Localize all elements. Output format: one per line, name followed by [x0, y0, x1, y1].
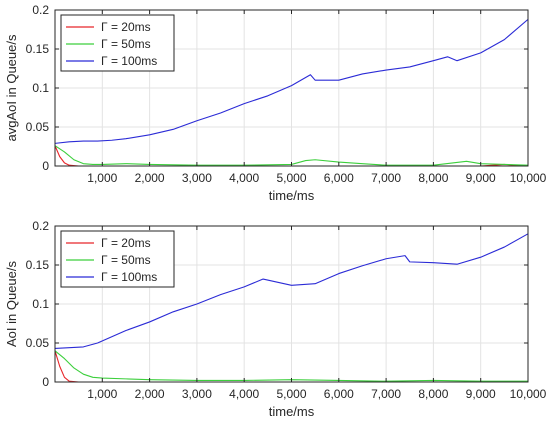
legend: Γ = 20ms Γ = 50ms Γ = 100ms: [60, 14, 175, 72]
y-tick-label: 0.05: [26, 120, 50, 134]
y-tick-label: 0: [42, 159, 49, 173]
series-line-3: [54, 18, 529, 144]
x-tick-label: 10,000: [510, 171, 547, 185]
y-axis-label: avgAoI in Queue/s: [4, 34, 19, 141]
x-tick-label: 7,000: [371, 171, 401, 185]
x-tick-label: 3,000: [182, 171, 212, 185]
x-tick-label: 5,000: [276, 171, 306, 185]
y-tick-label: 0: [42, 375, 49, 389]
x-tick-label: 8,000: [418, 171, 448, 185]
legend-label-1: Γ = 20ms: [101, 236, 151, 250]
legend: Γ = 20ms Γ = 50ms Γ = 100ms: [60, 230, 175, 288]
legend-box: [60, 14, 175, 72]
x-tick-label: 9,000: [466, 387, 496, 401]
x-tick-label: 2,000: [135, 387, 165, 401]
x-tick-label: 7,000: [371, 387, 401, 401]
chart-panel-1: 1,000 2,000 3,000 4,000 5,000 6,000 7,000 8,000…: [4, 3, 547, 203]
legend-label-3: Γ = 100ms: [101, 54, 157, 68]
legend-label-2: Γ = 50ms: [101, 253, 151, 267]
x-tick-label: 5,000: [276, 387, 306, 401]
legend-label-3: Γ = 100ms: [101, 270, 157, 284]
y-tick-label: 0.2: [32, 219, 49, 233]
y-tick-label: 0.05: [26, 336, 50, 350]
x-tick-label: 6,000: [324, 387, 354, 401]
x-tick-label: 4,000: [229, 387, 259, 401]
x-tick-label: 2,000: [135, 171, 165, 185]
y-tick-label: 0.15: [26, 258, 50, 272]
x-tick-label: 3,000: [182, 387, 212, 401]
x-axis-label: time/ms: [269, 188, 315, 203]
series-line-3: [54, 233, 529, 350]
y-tick-label: 0.1: [32, 81, 49, 95]
legend-box: [60, 230, 175, 288]
y-tick-label: 0.15: [26, 42, 50, 56]
y-tick-label: 0.2: [32, 3, 49, 17]
x-tick-label: 6,000: [324, 171, 354, 185]
series-line-2: [54, 145, 529, 166]
x-tick-label: 10,000: [510, 387, 547, 401]
x-tick-label: 4,000: [229, 171, 259, 185]
legend-label-2: Γ = 50ms: [101, 37, 151, 51]
x-tick-label: 8,000: [418, 387, 448, 401]
series-line-2: [54, 350, 528, 382]
y-tick-label: 0.1: [32, 297, 49, 311]
x-axis-label: time/ms: [269, 404, 315, 419]
x-tick-label: 1,000: [87, 171, 117, 185]
chart-panel-2: 1,000 2,000 3,000 4,000 5,000 6,000 7,000 8,000…: [4, 219, 547, 419]
y-axis-label: AoI in Queue/s: [4, 261, 19, 347]
legend-label-1: Γ = 20ms: [101, 20, 151, 34]
x-tick-label: 9,000: [466, 171, 496, 185]
x-tick-label: 1,000: [87, 387, 117, 401]
